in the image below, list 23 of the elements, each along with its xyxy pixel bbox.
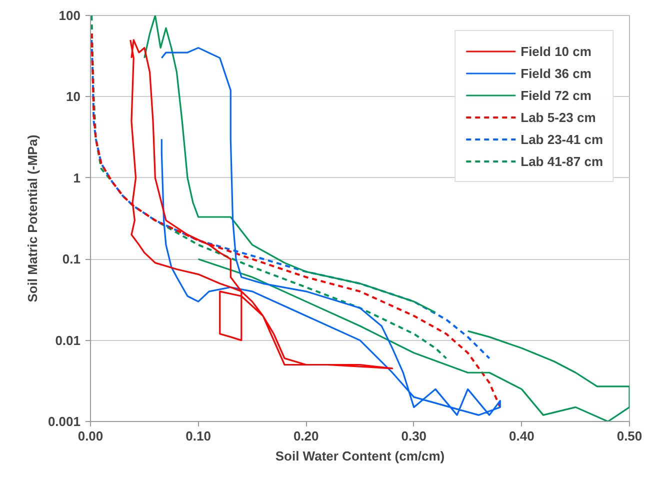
y-tick-label: 0.001	[48, 414, 81, 429]
y-axis-title: Soil Matric Potential (-MPa)	[24, 134, 40, 302]
x-tick-label: 0.50	[616, 428, 642, 444]
x-tick-label: 0.00	[78, 428, 104, 444]
legend-label: Lab 23-41 cm	[520, 132, 603, 146]
y-tick-label: 0.1	[62, 252, 81, 267]
line-series	[90, 16, 448, 360]
x-tick-label: 0.40	[509, 428, 534, 444]
line-series	[130, 39, 394, 370]
y-tick-label: 10	[66, 89, 81, 104]
y-tick-label: 100	[58, 8, 81, 23]
legend-label: Lab 5-23 cm	[520, 110, 596, 124]
legend-label: Lab 41-87 cm	[520, 154, 603, 168]
y-tick-label: 0.01	[55, 332, 81, 348]
legend-label: Field 36 cm	[520, 66, 592, 80]
legend-label: Field 10 cm	[520, 44, 592, 58]
x-tick-label: 0.20	[293, 428, 319, 444]
line-series	[90, 32, 502, 408]
y-tick-label: 1	[73, 170, 81, 186]
x-tick-label: 0.30	[401, 428, 427, 444]
x-axis-title: Soil Water Content (cm/cm)	[275, 448, 445, 464]
x-tick-label: 0.10	[186, 428, 211, 444]
legend-label: Field 72 cm	[520, 88, 592, 102]
